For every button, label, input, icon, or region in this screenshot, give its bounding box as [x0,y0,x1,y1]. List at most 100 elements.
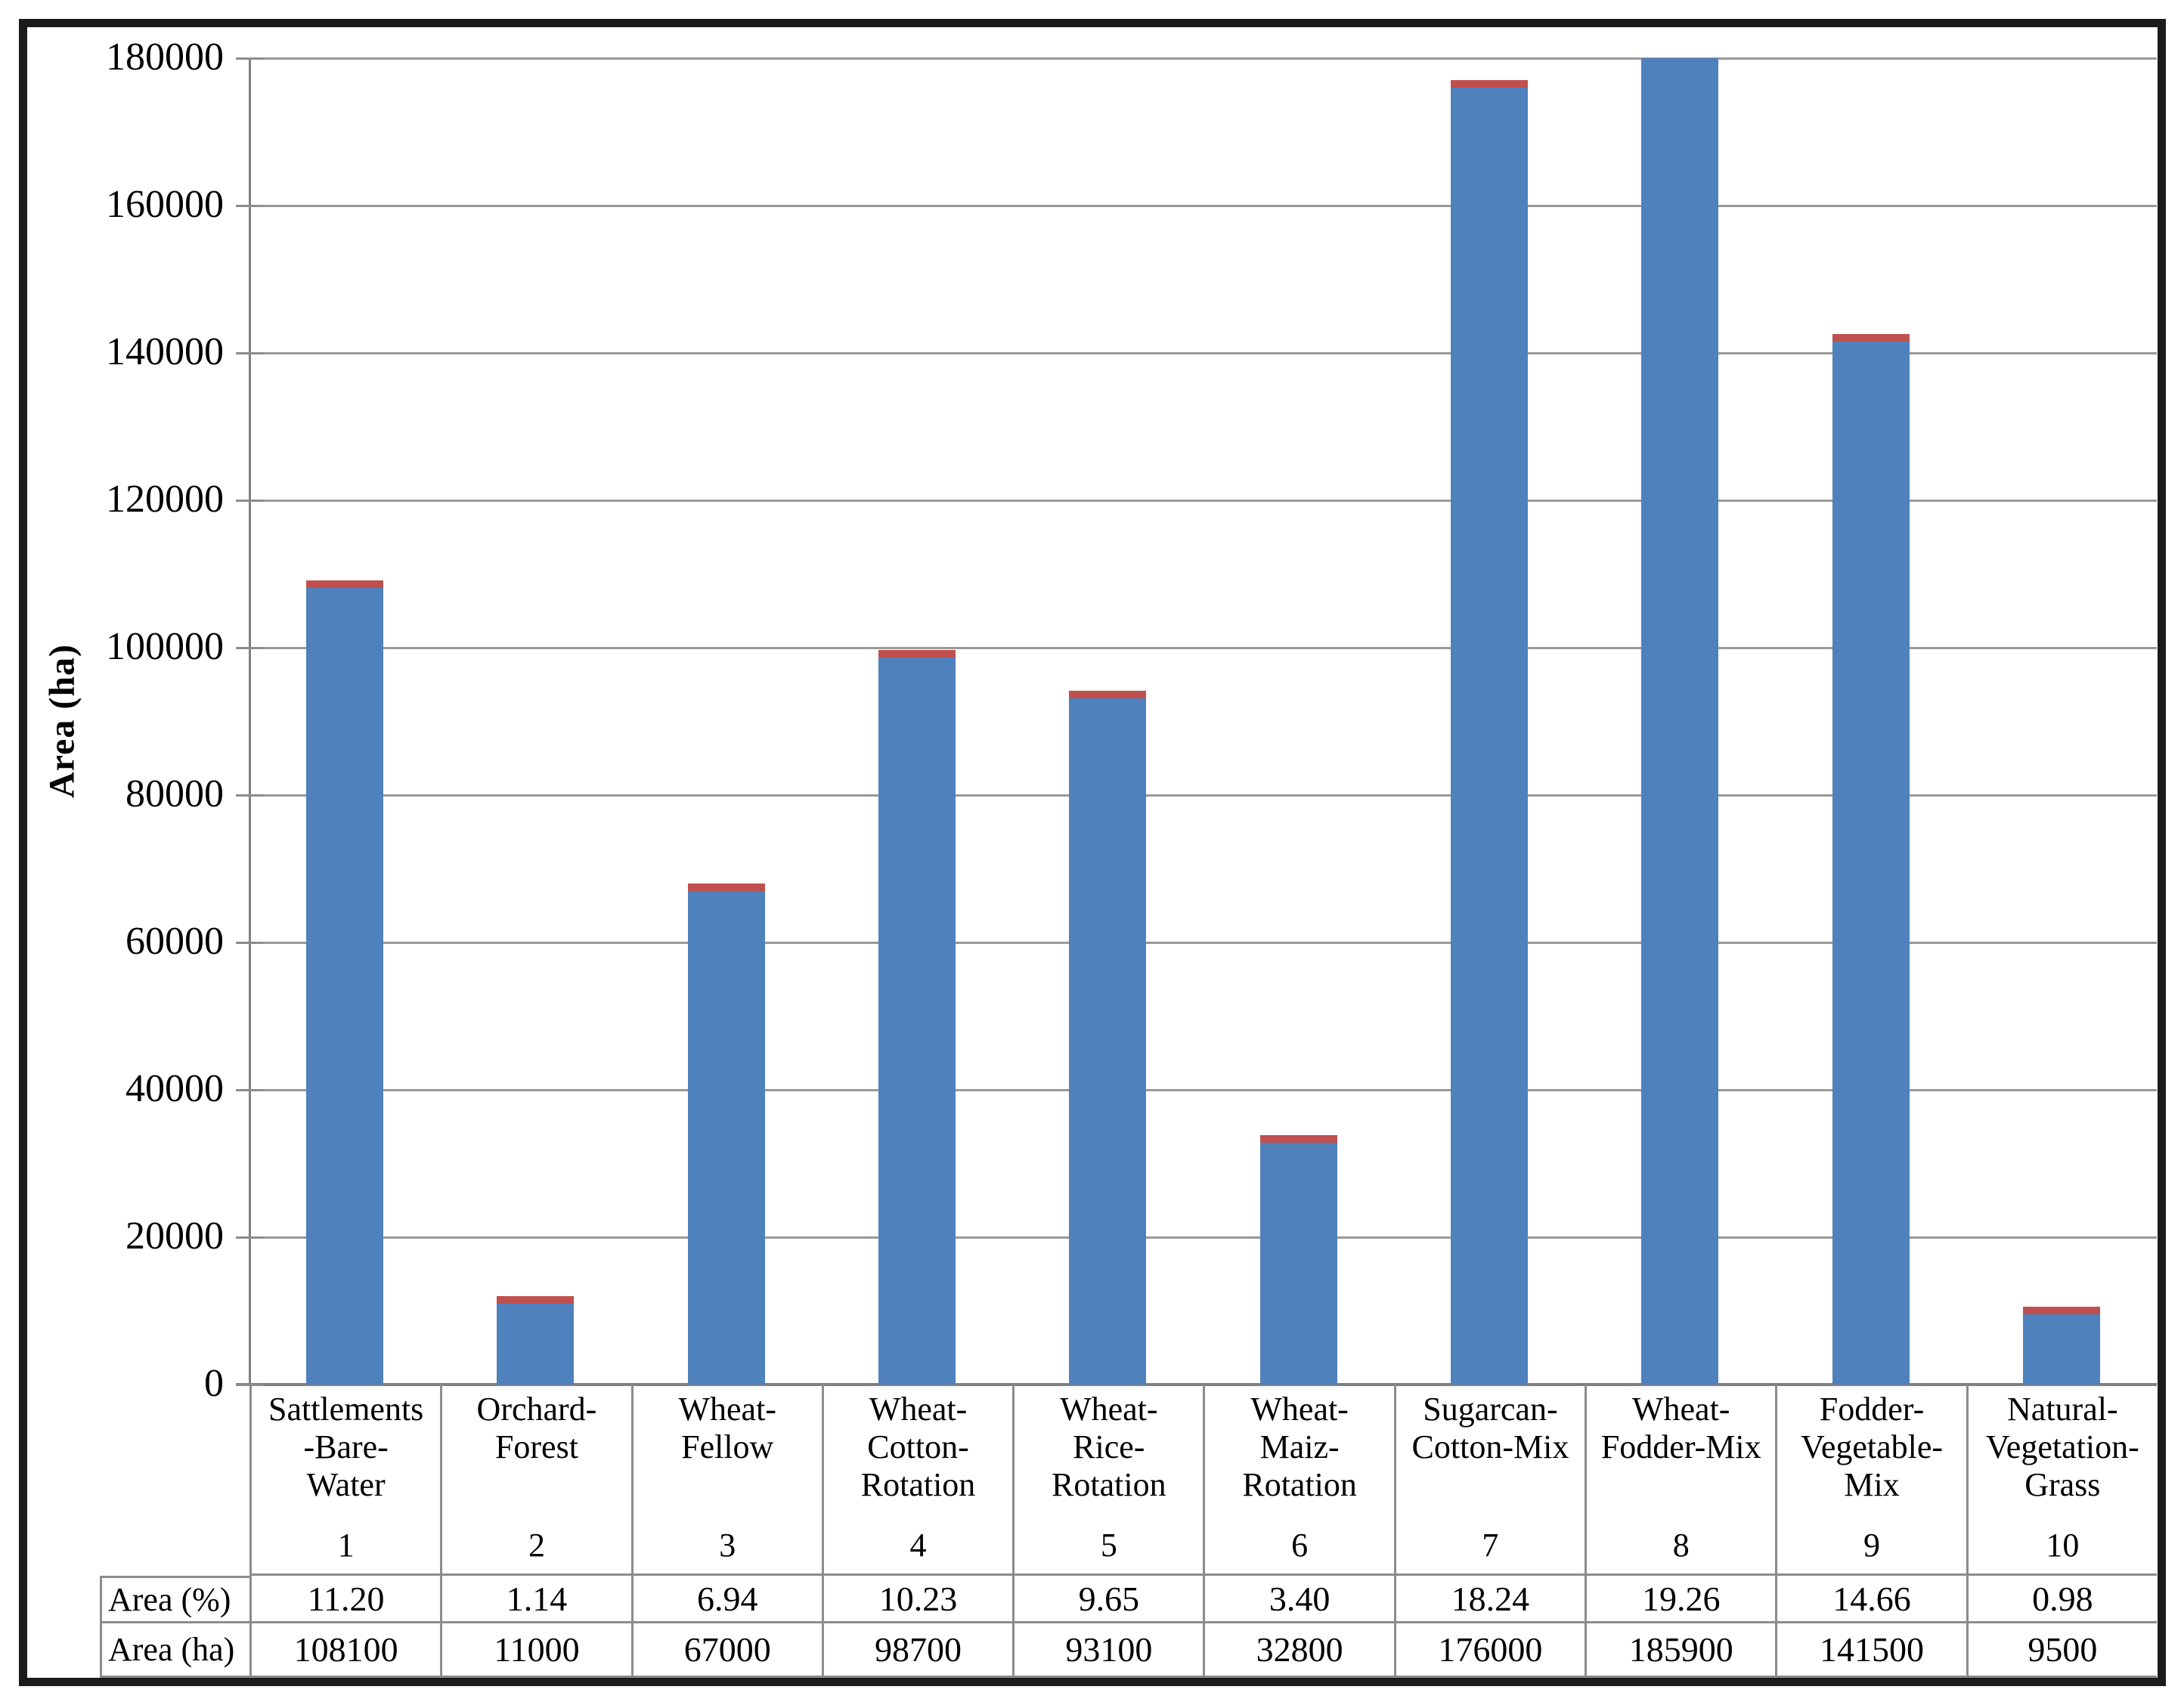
y-axis-tick-mark [236,1089,263,1091]
category-number: 2 [528,1527,545,1564]
bar-cap-10 [2023,1307,2100,1314]
bar-3 [688,891,765,1385]
y-axis-tick-label: 80000 [125,772,224,815]
y-axis-tick-mark [236,794,263,797]
category-number: 7 [1482,1527,1499,1564]
x-axis-line [236,1383,2157,1386]
category-number: 10 [2046,1527,2080,1564]
category-label: Sattlements -Bare- Water [268,1391,424,1503]
y-axis-tick-label: 140000 [106,330,224,373]
category-number: 8 [1672,1527,1690,1564]
area-pct-cell-2: 1.14 [440,1576,631,1623]
category-number: 1 [337,1527,355,1564]
category-cell-5: Wheat- Rice- Rotation 5 [1012,1385,1204,1576]
y-axis-tick-label: 40000 [125,1066,224,1110]
area-pct-cell-1: 11.20 [249,1576,441,1623]
y-axis-tick-label: 180000 [106,35,224,79]
gridline [249,942,2157,944]
gridline [249,57,2157,60]
category-label: Wheat- Cotton- Rotation [860,1391,976,1503]
bar-7 [1451,88,1528,1385]
bar-10 [2023,1314,2100,1385]
area-ha-cell-9: 141500 [1775,1623,1966,1678]
category-label: Wheat- Fodder-Mix [1600,1391,1761,1465]
chart-outer-frame [19,19,2166,1686]
y-axis-tick-mark [236,942,263,944]
category-cell-6: Wheat- Maiz- Rotation 6 [1203,1385,1394,1576]
bar-1 [306,588,383,1385]
y-axis-tick-mark [236,500,263,502]
bar-2 [497,1304,574,1385]
row-header-area-ha: Area (ha) [100,1623,249,1678]
area-ha-cell-7: 176000 [1393,1623,1585,1678]
category-cell-1: Sattlements -Bare- Water 1 [249,1385,441,1576]
bar-8 [1641,58,1718,1385]
category-cell-3: Wheat- Fellow 3 [630,1385,822,1576]
bar-6 [1260,1143,1337,1385]
gridline [249,352,2157,354]
category-label: Wheat- Maiz- Rotation [1242,1391,1357,1503]
area-pct-cell-6: 3.40 [1203,1576,1394,1623]
category-label: Fodder- Vegetable- Mix [1800,1391,1944,1503]
area-ha-cell-3: 67000 [630,1623,822,1678]
category-cell-2: Orchard- Forest 2 [440,1385,631,1576]
area-pct-cell-4: 10.23 [821,1576,1013,1623]
category-cell-8: Wheat- Fodder-Mix 8 [1585,1385,1776,1576]
area-pct-cell-5: 9.65 [1012,1576,1204,1623]
y-axis-tick-label: 0 [204,1361,224,1405]
area-pct-cell-3: 6.94 [630,1576,822,1623]
gridline [249,794,2157,797]
gridline [249,647,2157,649]
area-pct-cell-10: 0.98 [1966,1576,2157,1623]
bar-9 [1832,342,1910,1385]
category-number: 9 [1863,1527,1881,1564]
gridline [249,205,2157,207]
bar-cap-9 [1832,334,1910,342]
area-ha-cell-1: 108100 [249,1623,441,1678]
row-header-area-pct: Area (%) [100,1576,249,1623]
category-cell-7: Sugarcan- Cotton-Mix 7 [1393,1385,1585,1576]
y-axis-tick-mark [236,647,263,649]
category-cell-9: Fodder- Vegetable- Mix 9 [1775,1385,1966,1576]
y-axis-tick-label: 20000 [125,1214,224,1258]
category-cell-4: Wheat- Cotton- Rotation 4 [821,1385,1013,1576]
y-axis-tick-label: 100000 [106,624,224,668]
area-pct-cell-9: 14.66 [1775,1576,1966,1623]
area-pct-cell-7: 18.24 [1393,1576,1585,1623]
category-number: 6 [1291,1527,1309,1564]
bar-cap-4 [878,650,956,658]
category-label: Natural- Vegetation- Grass [1985,1391,2139,1503]
category-number: 3 [719,1527,736,1564]
area-ha-cell-5: 93100 [1012,1623,1204,1678]
y-axis-tick-mark [236,1236,263,1239]
bar-cap-2 [497,1296,574,1304]
gridline [249,1089,2157,1091]
table-corner-spacer [100,1385,249,1576]
category-number: 5 [1100,1527,1117,1564]
y-axis-tick-label: 160000 [106,182,224,226]
y-axis-line [249,58,251,1386]
area-ha-cell-4: 98700 [821,1623,1013,1678]
data-table: Sattlements -Bare- Water 1 Orchard- Forest 2 Wh… [100,1385,2157,1678]
category-label: Wheat- Fellow [678,1391,776,1465]
category-label: Orchard- Forest [476,1391,597,1465]
bar-4 [878,658,956,1385]
y-axis-tick-mark [236,57,263,60]
category-label: Sugarcan- Cotton-Mix [1411,1391,1569,1465]
area-pct-cell-8: 19.26 [1585,1576,1776,1623]
area-ha-cell-10: 9500 [1966,1623,2157,1678]
bar-cap-6 [1260,1135,1337,1143]
bar-cap-7 [1451,80,1528,88]
area-ha-cell-2: 11000 [440,1623,631,1678]
gridline [249,500,2157,502]
category-cell-10: Natural- Vegetation- Grass 10 [1966,1385,2157,1576]
y-axis-tick-label: 60000 [125,919,224,963]
bar-cap-3 [688,883,765,891]
bar-cap-1 [306,580,383,588]
y-axis-tick-mark [236,352,263,354]
bar-5 [1069,698,1146,1385]
y-axis-tick-label: 120000 [106,477,224,521]
gridline [249,1236,2157,1239]
y-axis-tick-mark [236,205,263,207]
